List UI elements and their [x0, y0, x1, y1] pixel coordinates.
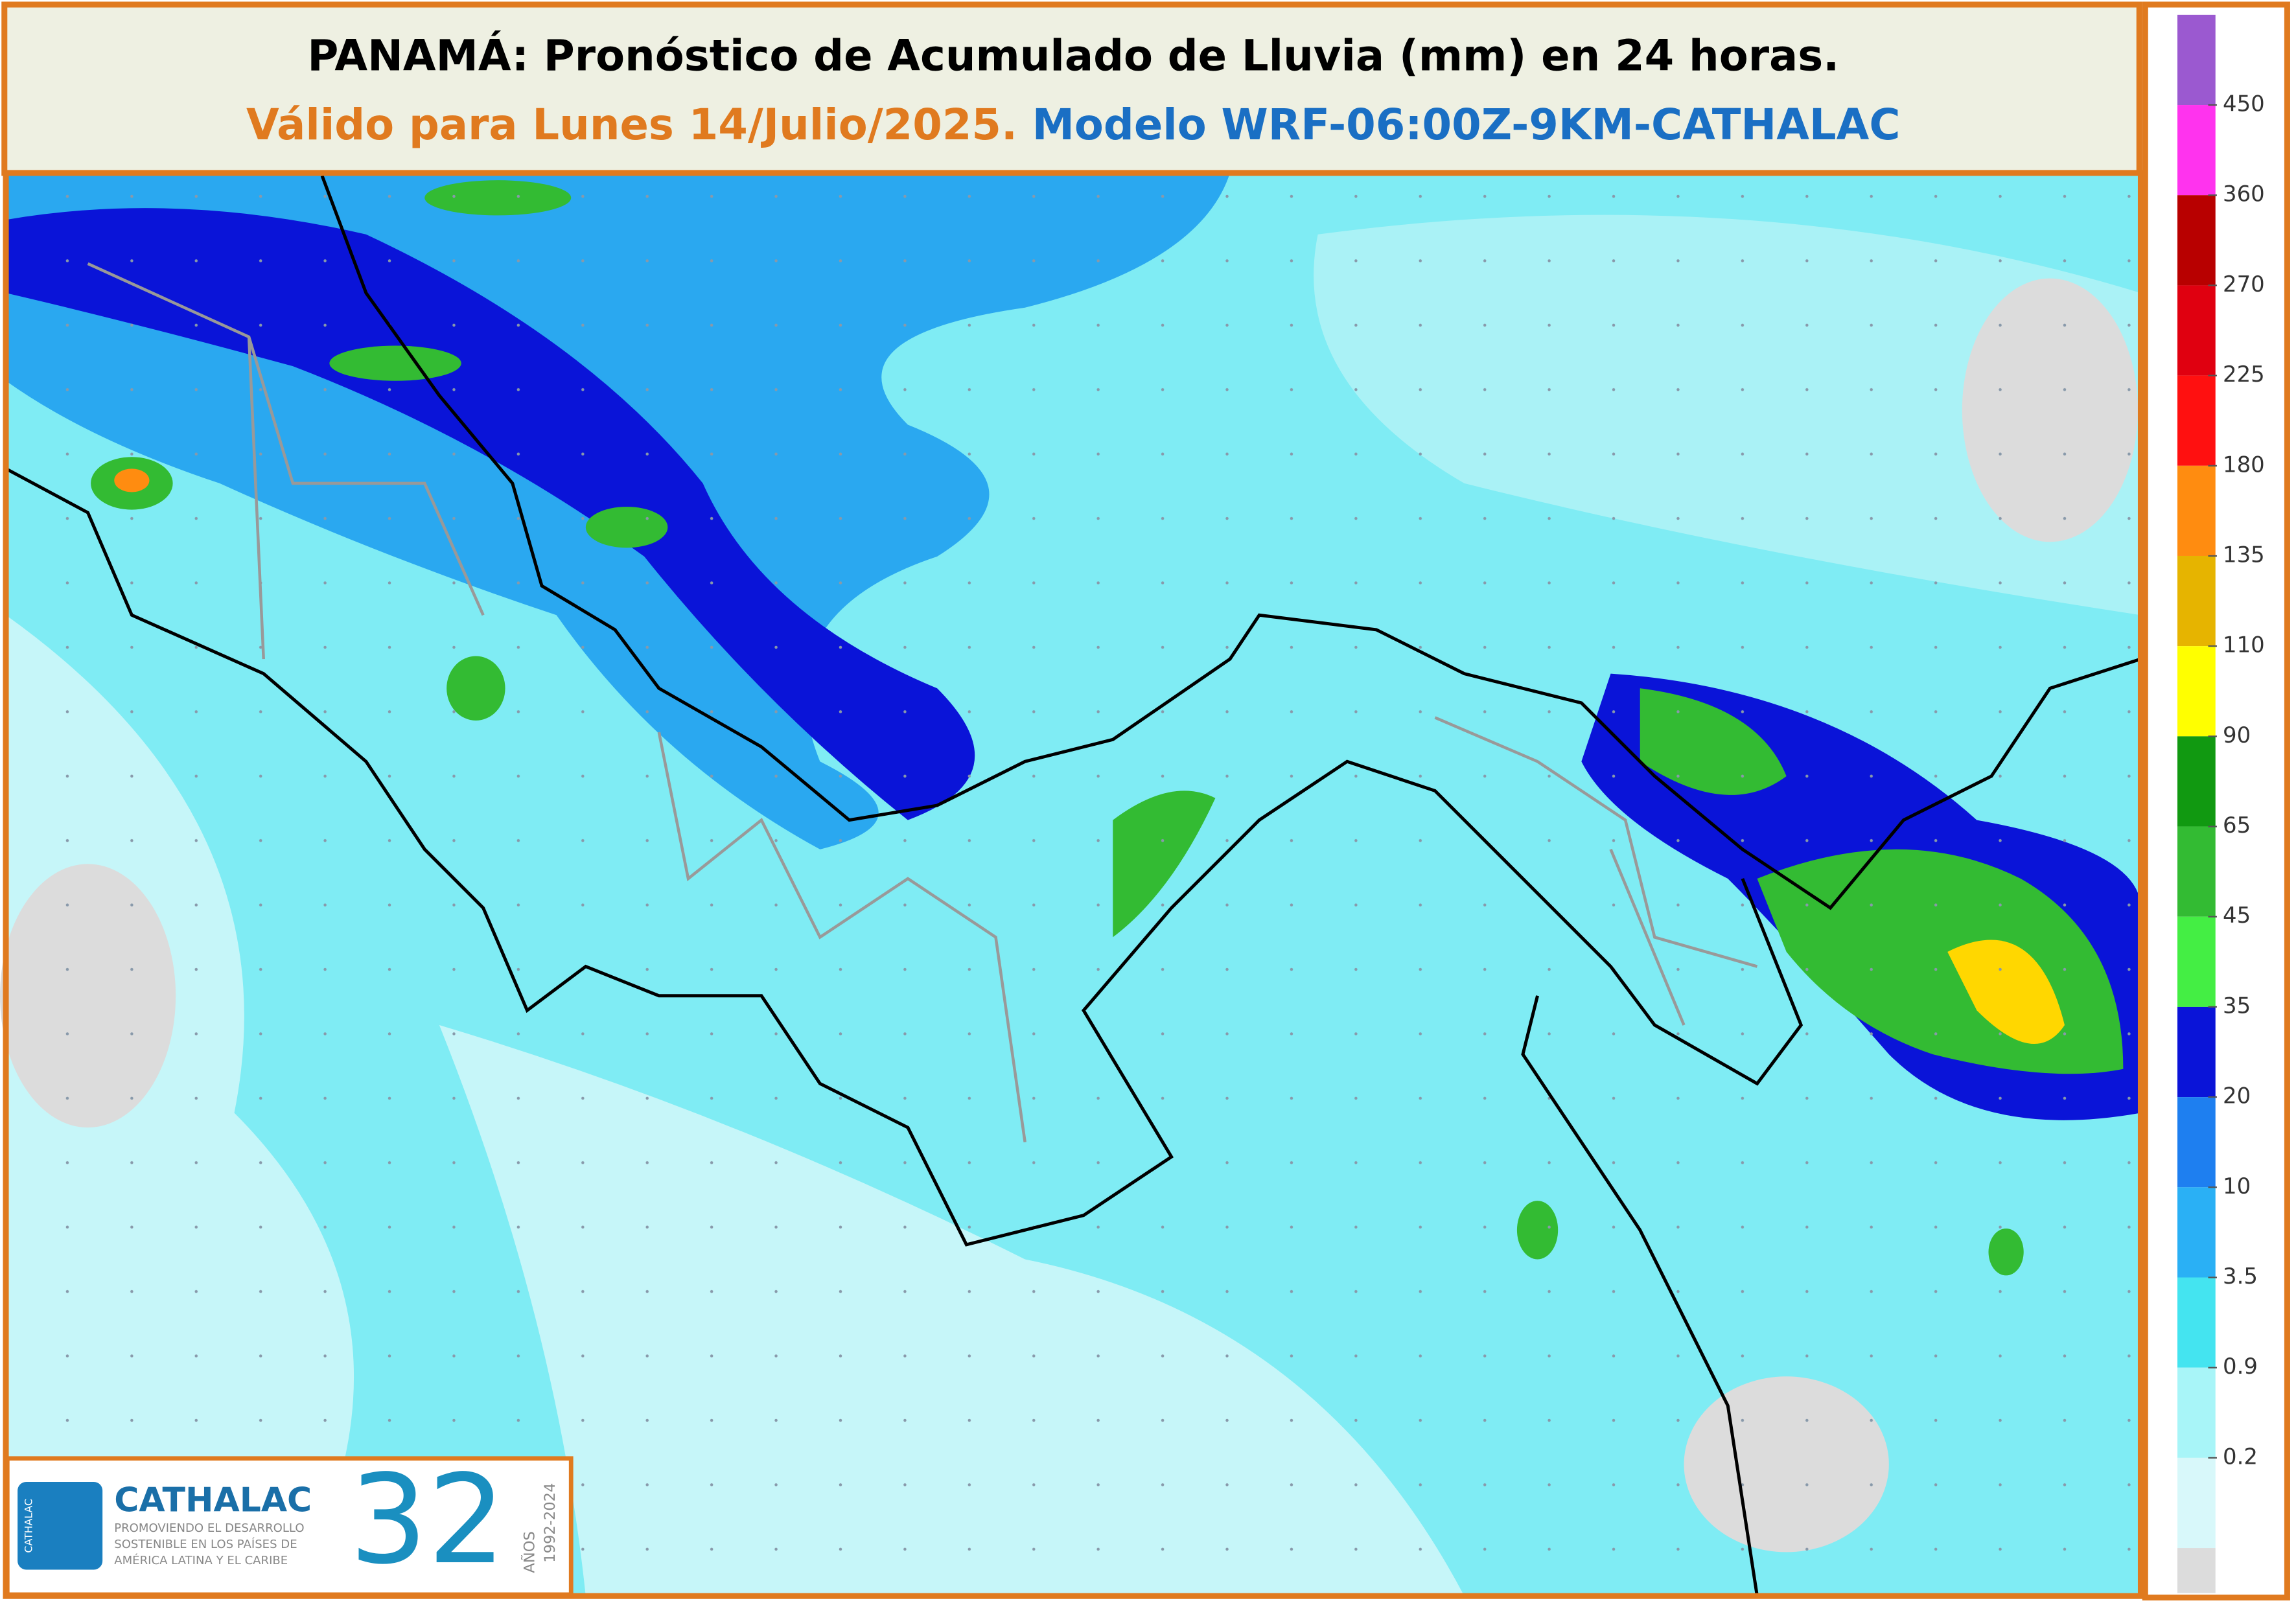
colorbar-band — [2177, 285, 2216, 376]
colorbar-band — [2177, 465, 2216, 556]
colorbar-label: 65 — [2223, 813, 2251, 838]
valid-date: Válido para Lunes 14/Julio/2025. — [246, 100, 1017, 150]
colorbar-label: 110 — [2223, 632, 2265, 658]
colorbar-label: 360 — [2223, 181, 2265, 207]
logo-anniversary: 32 — [349, 1448, 506, 1591]
logo-tagline: SOSTENIBLE EN LOS PAÍSES DE — [114, 1537, 297, 1551]
colorbar-band — [2177, 1277, 2216, 1368]
colorbar-label: 0.2 — [2223, 1444, 2258, 1469]
title: PANAMÁ: Pronóstico de Acumulado de Lluvi… — [307, 30, 1839, 81]
colorbar-label: 10 — [2223, 1173, 2251, 1199]
colorbar-label: 0.9 — [2223, 1354, 2258, 1379]
logo-tagline: PROMOVIENDO EL DESARROLLO — [114, 1521, 304, 1535]
colorbar-band — [2177, 736, 2216, 827]
colorbar-band — [2177, 375, 2216, 466]
colorbar-band — [2177, 916, 2216, 1007]
coordinate-grid — [6, 172, 2141, 1597]
subtitle: Válido para Lunes 14/Julio/2025. Modelo … — [246, 100, 1900, 150]
colorbar-band — [2177, 1548, 2216, 1593]
colorbar-band — [2177, 646, 2216, 737]
logo-side-text: CATHALAC — [23, 1499, 35, 1553]
border-lines — [87, 262, 1758, 1143]
pacific-coastline — [5, 467, 1803, 1597]
colorbar-label: 20 — [2223, 1083, 2251, 1109]
colorbar-band — [2177, 105, 2216, 196]
header-box — [1, 1, 2142, 176]
colorbar-band — [2177, 1097, 2216, 1188]
colorbar-label: 180 — [2223, 452, 2265, 477]
colorbar-label: 270 — [2223, 271, 2265, 297]
caribbean-coastline — [320, 175, 2142, 910]
colorbar-band — [2177, 1457, 2216, 1549]
colorbar-band — [2177, 195, 2216, 286]
logo: CATHALAC CATHALAC PROMOVIENDO EL DESARRO… — [5, 1448, 574, 1597]
colorbar-label: 3.5 — [2223, 1264, 2258, 1289]
colorbar-panel — [2142, 1, 2290, 1600]
model-name: Modelo WRF-06:00Z-9KM-CATHALAC — [1032, 100, 1901, 150]
colorbar-band — [2177, 1367, 2216, 1458]
colorbar-label: 450 — [2223, 91, 2265, 117]
colorbar-label: 135 — [2223, 542, 2265, 567]
header: PANAMÁ: Pronóstico de Acumulado de Lluvi… — [1, 1, 2142, 176]
colorbar-band — [2177, 14, 2216, 106]
colorbar-label: 225 — [2223, 362, 2265, 387]
colorbar-label: 35 — [2223, 993, 2251, 1018]
colorbar-band — [2177, 826, 2216, 917]
logo-years-word: AÑOS — [520, 1531, 538, 1573]
colorbar-label: 45 — [2223, 903, 2251, 928]
colorbar-band — [2177, 1187, 2216, 1278]
map — [0, 170, 2144, 1599]
logo-tagline: AMÉRICA LATINA Y EL CARIBE — [114, 1553, 288, 1567]
logo-icon — [17, 1481, 103, 1570]
colorbar-band — [2177, 555, 2216, 647]
logo-years: 1992-2024 — [542, 1483, 559, 1563]
logo-name: CATHALAC — [114, 1481, 312, 1520]
colorbar-label: 90 — [2223, 722, 2251, 748]
colorbar-band — [2177, 1006, 2216, 1098]
colorbar: 450 360 270 225 180 135 110 90 65 45 35 20 10 3.5 0.9 0… — [2142, 1, 2290, 1600]
